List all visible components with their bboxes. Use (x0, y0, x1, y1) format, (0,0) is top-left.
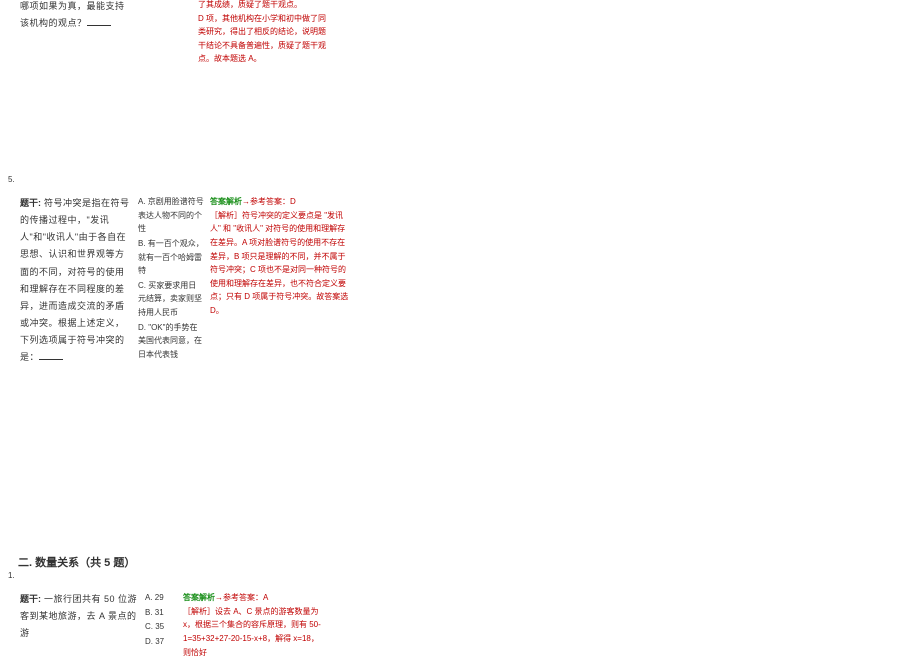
question-s2-1: 1. 题干: 一旅行团共有 50 位游客到某地旅游，去 A 景点的游 A. 29… (8, 566, 408, 667)
q4-stem-col: 哪项如果为真，最能支持该机构的观点？ (20, 0, 138, 32)
q1b-opt-a: A. 29 (145, 591, 177, 605)
q5-opt-c: C. 买家要求用日元结算，卖家则坚持用人民币 (138, 279, 204, 320)
q5-opts-col: A. 京剧用脸谱符号表达人物不同的个性 B. 有一百个观众，就有一百个哈姆雷特 … (138, 195, 210, 362)
q4-ans-col: 了其成绩，质疑了题干观点。D 项，其他机构在小学和初中做了同类研究，得出了相反的… (198, 0, 328, 66)
q1b-ans-prefix: 答案解析 (183, 593, 215, 602)
arrow-icon: → (215, 593, 223, 602)
q5-opt-b: B. 有一百个观众，就有一百个哈姆雷特 (138, 237, 204, 278)
q1b-ans-body: ［解析］设去 A、C 景点的游客数量为 x，根据三个集合的容斥原理，则有 50-… (183, 607, 321, 657)
q1b-opt-d: D. 37 (145, 635, 177, 649)
q5-stem-text: 符号冲突是指在符号的传播过程中，"发讯人"和"收讯人"由于各自在思想、认识和世界… (20, 198, 130, 362)
q1b-opts-col: A. 29 B. 31 C. 35 D. 37 (145, 591, 183, 649)
q1b-stem-col: 题干: 一旅行团共有 50 位游客到某地旅游，去 A 景点的游 (20, 591, 145, 642)
q1b-ans-ref: 参考答案：A (223, 593, 268, 602)
q1b-ans-col: 答案解析→参考答案：A ［解析］设去 A、C 景点的游客数量为 x，根据三个集合… (183, 591, 323, 659)
q4-ans-text: 了其成绩，质疑了题干观点。D 项，其他机构在小学和初中做了同类研究，得出了相反的… (198, 0, 326, 63)
q5-number: 5. (8, 170, 20, 187)
q5-ans-body: ［解析］符号冲突的定义要点是 "发讯人" 和 "收讯人" 对符号的使用和理解存在… (210, 211, 348, 315)
q5-ans-ref: 参考答案：D (250, 197, 296, 206)
arrow-icon: → (242, 197, 250, 206)
blank-underline (39, 352, 63, 360)
q5-ans-prefix: 答案解析 (210, 197, 242, 206)
q1b-number: 1. (8, 566, 20, 583)
question-5: 5. 题干: 符号冲突是指在符号的传播过程中，"发讯人"和"收讯人"由于各自在思… (8, 170, 408, 374)
q1b-opt-c: C. 35 (145, 620, 177, 634)
q1b-label: 题干: (20, 594, 41, 604)
q5-stem-col: 题干: 符号冲突是指在符号的传播过程中，"发讯人"和"收讯人"由于各自在思想、认… (20, 195, 138, 366)
question-4-tail: 哪项如果为真，最能支持该机构的观点？ 了其成绩，质疑了题干观点。D 项，其他机构… (20, 0, 420, 74)
q5-label: 题干: (20, 198, 41, 208)
q5-opt-d: D. "OK"的手势在美国代表同意，在日本代表钱 (138, 321, 204, 362)
q5-ans-col: 答案解析→参考答案：D ［解析］符号冲突的定义要点是 "发讯人" 和 "收讯人"… (210, 195, 350, 317)
blank-underline (87, 18, 111, 26)
q5-opt-a: A. 京剧用脸谱符号表达人物不同的个性 (138, 195, 204, 236)
q1b-opt-b: B. 31 (145, 606, 177, 620)
